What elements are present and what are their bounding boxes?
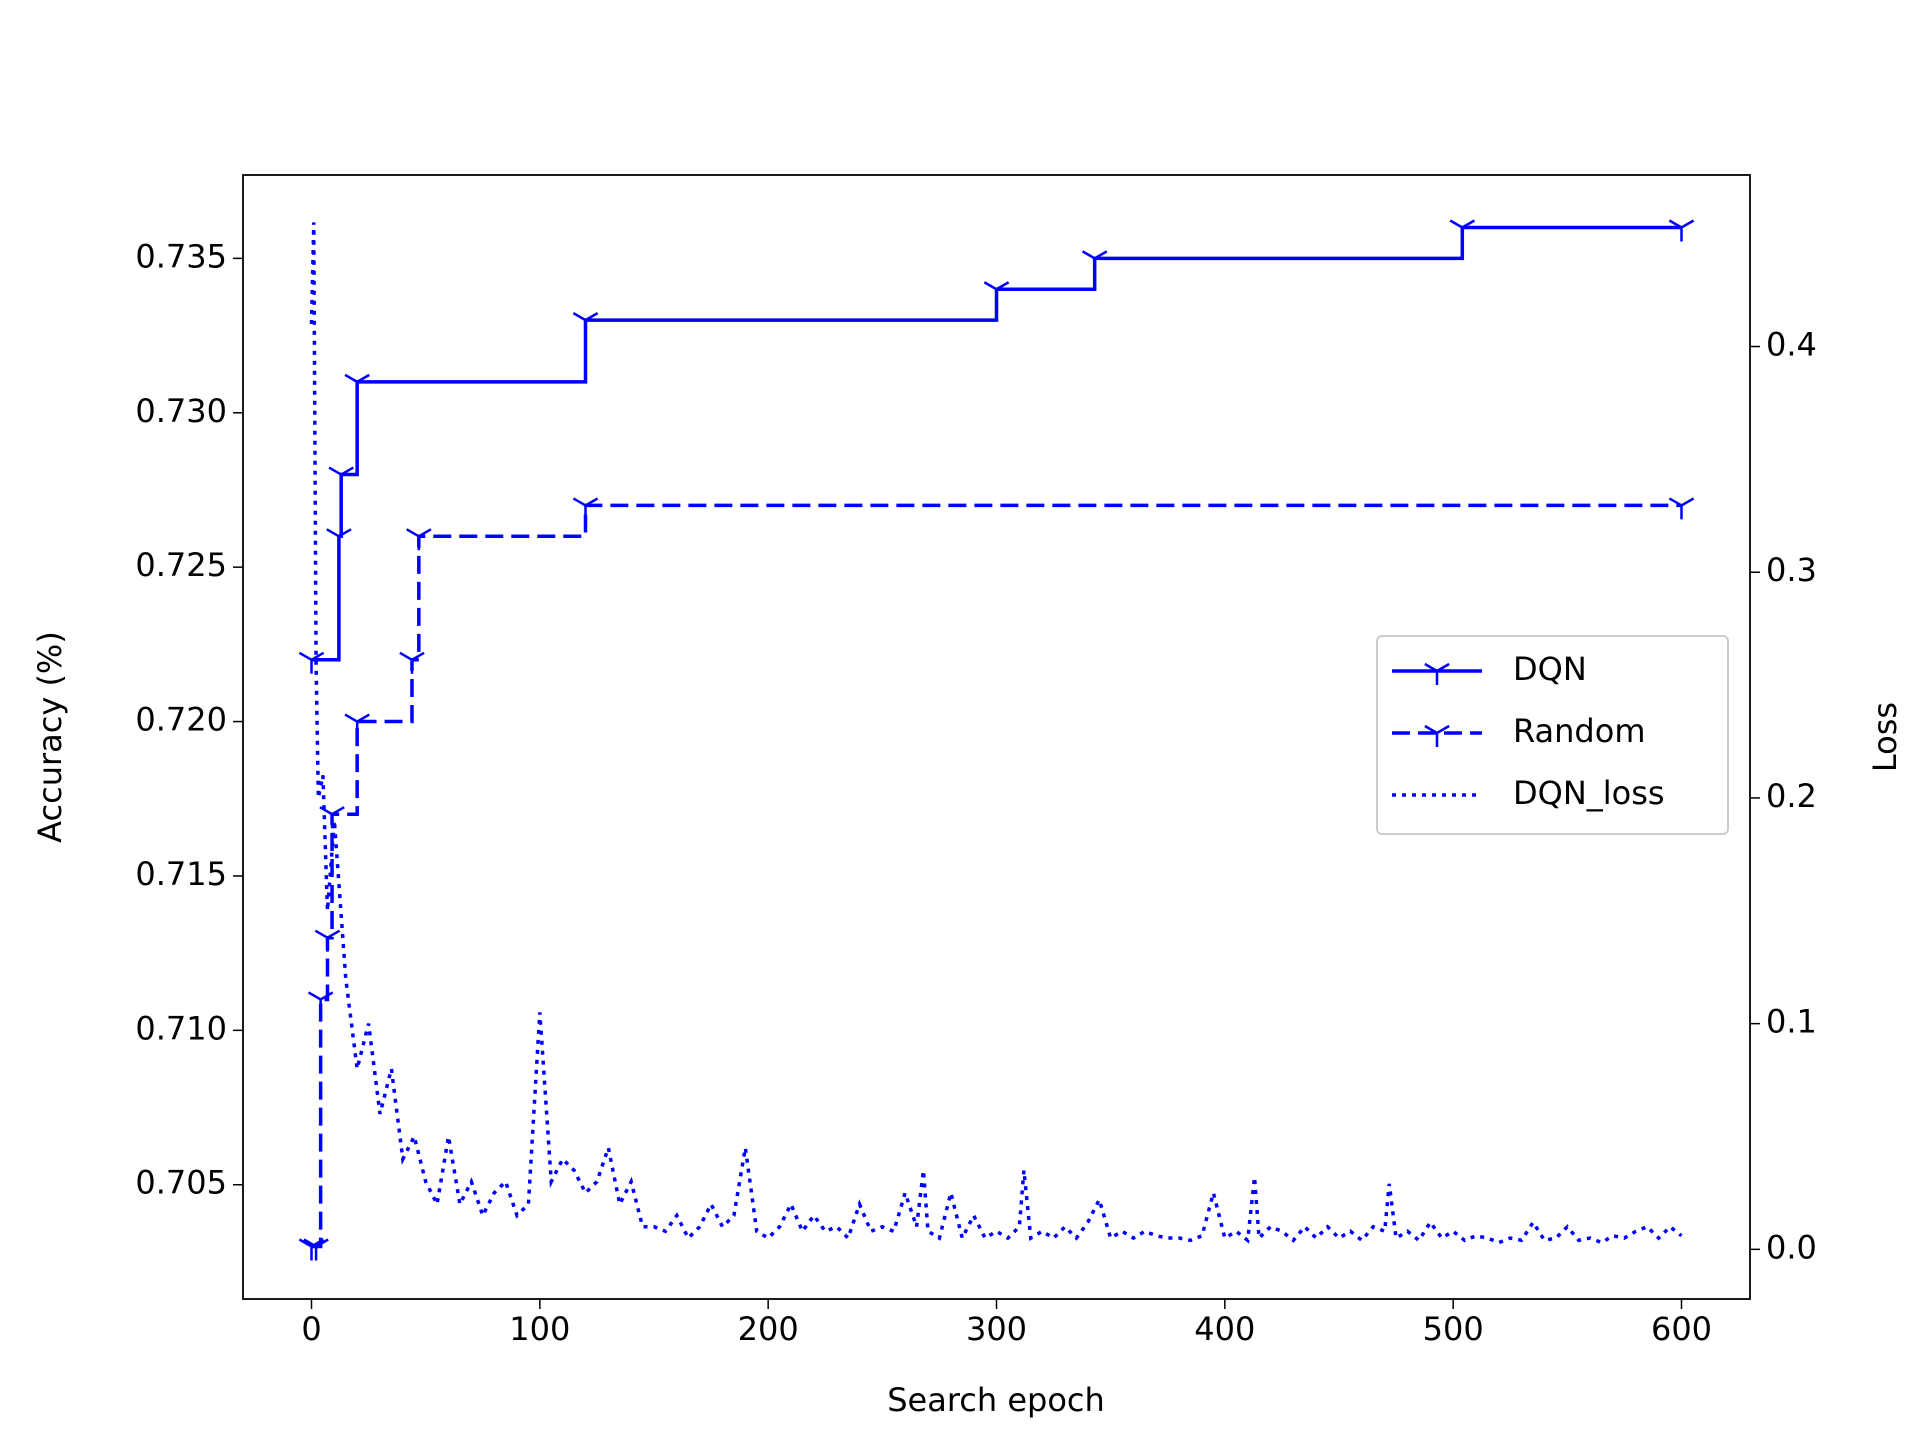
legend-marker (1424, 662, 1450, 685)
y2-tick-label: 0.3 (1766, 551, 1817, 589)
axes-frame (242, 174, 1751, 1300)
marker (319, 806, 345, 829)
x-tick-label: 500 (1423, 1310, 1484, 1348)
marker (314, 929, 341, 952)
marker (298, 651, 325, 674)
y-tick-label: 0.715 (135, 855, 227, 893)
marker (399, 651, 425, 674)
marker (326, 528, 352, 551)
marker (1449, 219, 1476, 242)
y-axis-label: Accuracy (%) (31, 631, 69, 843)
legend-label: DQN (1513, 650, 1587, 688)
marker (328, 466, 354, 489)
marker (406, 528, 432, 551)
legend-marker (1424, 724, 1450, 747)
x-tick-label: 300 (966, 1310, 1027, 1348)
x-tick-label: 600 (1651, 1310, 1712, 1348)
marker (1081, 250, 1108, 273)
y-tick-label: 0.705 (135, 1164, 227, 1202)
x-tick-label: 400 (1194, 1310, 1255, 1348)
legend-box (1376, 635, 1729, 835)
y-tick-label: 0.735 (135, 237, 227, 275)
legend: DQN Random DQN_loss (1376, 635, 1729, 835)
marker (983, 281, 1010, 304)
y2-tick-label: 0.4 (1766, 326, 1817, 364)
y-tick-label: 0.710 (135, 1009, 227, 1047)
x-axis-label: Search epoch (887, 1381, 1105, 1419)
x-tick-label: 0 (301, 1310, 321, 1348)
marker (344, 713, 370, 736)
y-tick-label: 0.720 (135, 701, 227, 739)
marker (572, 497, 599, 520)
marker (344, 373, 370, 396)
y2-tick-label: 0.1 (1766, 1003, 1817, 1041)
x-tick-label: 100 (509, 1310, 570, 1348)
y-tick-label: 0.730 (135, 392, 227, 430)
y2-tick-label: 0.0 (1766, 1228, 1817, 1266)
series-line (311, 503, 1682, 1249)
x-tick-label: 200 (738, 1310, 799, 1348)
marker (307, 991, 334, 1014)
y2-axis-label: Loss (1866, 702, 1904, 772)
y2-tick-label: 0.2 (1766, 777, 1817, 815)
y-tick-label: 0.725 (135, 546, 227, 584)
legend-label: DQN_loss (1513, 774, 1665, 812)
marker (1668, 497, 1695, 520)
marker (303, 1238, 329, 1261)
marker (1668, 219, 1695, 242)
legend-label: Random (1513, 712, 1645, 750)
marker (572, 312, 599, 335)
